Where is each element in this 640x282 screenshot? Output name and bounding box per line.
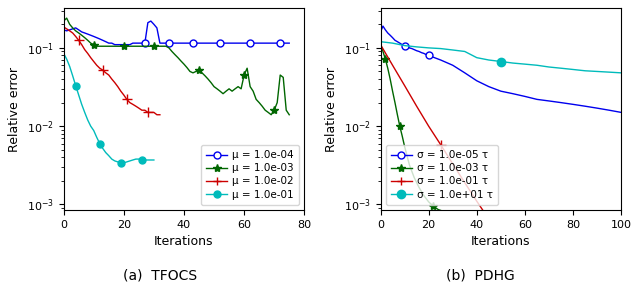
Legend: μ = 1.0e-04, μ = 1.0e-03, μ = 1.0e-02, μ = 1.0e-01: μ = 1.0e-04, μ = 1.0e-03, μ = 1.0e-02, μ… [201, 145, 299, 205]
Y-axis label: Relative error: Relative error [325, 67, 338, 152]
X-axis label: Iterations: Iterations [154, 235, 214, 248]
Y-axis label: Relative error: Relative error [8, 67, 21, 152]
Text: (a)  TFOCS: (a) TFOCS [123, 268, 197, 282]
Text: (b)  PDHG: (b) PDHG [445, 268, 515, 282]
Legend: σ = 1.0e-05 τ, σ = 1.0e-03 τ, σ = 1.0e-01 τ, σ = 1.0e+01 τ: σ = 1.0e-05 τ, σ = 1.0e-03 τ, σ = 1.0e-0… [386, 145, 498, 205]
X-axis label: Iterations: Iterations [471, 235, 531, 248]
